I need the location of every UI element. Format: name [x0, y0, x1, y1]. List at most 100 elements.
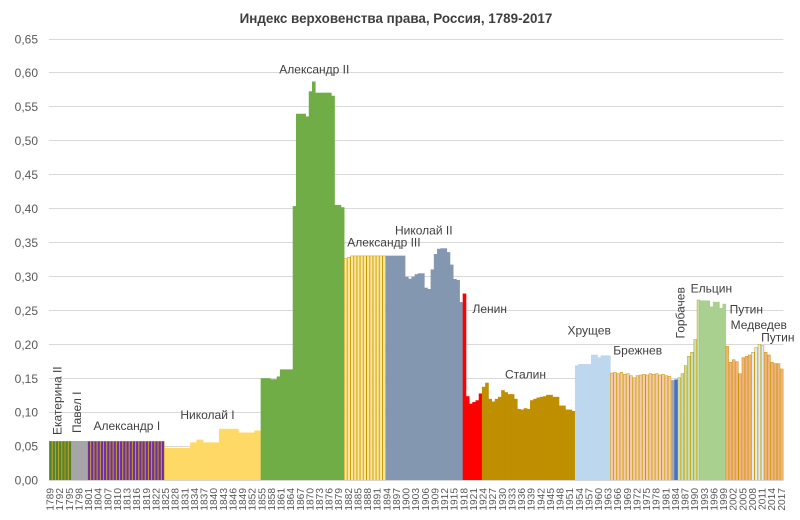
svg-text:Хрущев: Хрущев	[568, 323, 611, 337]
svg-text:1945: 1945	[546, 488, 557, 511]
svg-text:1789: 1789	[46, 488, 57, 511]
svg-text:1951: 1951	[565, 488, 576, 511]
svg-text:1903: 1903	[411, 488, 422, 511]
svg-text:1915: 1915	[450, 488, 461, 511]
svg-text:0,20: 0,20	[15, 338, 39, 352]
svg-text:1816: 1816	[132, 488, 143, 511]
svg-text:Путин: Путин	[730, 303, 763, 317]
svg-text:Павел I: Павел I	[70, 392, 84, 433]
svg-text:0,05: 0,05	[15, 440, 39, 454]
svg-text:Александр II: Александр II	[279, 63, 349, 77]
svg-text:1870: 1870	[305, 488, 316, 511]
svg-text:1882: 1882	[344, 488, 355, 511]
svg-text:1891: 1891	[373, 488, 384, 511]
svg-text:1831: 1831	[180, 488, 191, 511]
svg-text:1999: 1999	[719, 488, 730, 511]
svg-text:1810: 1810	[113, 488, 124, 511]
svg-text:2014: 2014	[767, 488, 778, 511]
svg-text:Сталин: Сталин	[505, 368, 546, 382]
svg-text:1927: 1927	[488, 488, 499, 511]
svg-text:1873: 1873	[315, 488, 326, 511]
svg-text:1978: 1978	[652, 488, 663, 511]
svg-text:Екатерина II: Екатерина II	[50, 366, 64, 435]
svg-text:0,45: 0,45	[15, 168, 39, 182]
svg-text:1936: 1936	[517, 488, 528, 511]
svg-text:1975: 1975	[642, 488, 653, 511]
svg-text:Николай II: Николай II	[395, 224, 453, 238]
svg-text:Брежнев: Брежнев	[613, 343, 662, 357]
svg-text:1861: 1861	[277, 488, 288, 511]
svg-text:1849: 1849	[238, 488, 249, 511]
svg-text:1990: 1990	[690, 488, 701, 511]
svg-text:1801: 1801	[84, 488, 95, 511]
svg-text:Медведев: Медведев	[731, 318, 787, 332]
svg-text:0,65: 0,65	[15, 32, 39, 46]
svg-text:1864: 1864	[286, 488, 297, 511]
svg-text:1987: 1987	[681, 488, 692, 511]
svg-text:0,35: 0,35	[15, 236, 39, 250]
svg-text:Индекс верховенства права, Рос: Индекс верховенства права, Россия, 1789-…	[240, 11, 553, 26]
svg-text:0,55: 0,55	[15, 100, 39, 114]
svg-text:0,10: 0,10	[15, 406, 39, 420]
svg-text:1942: 1942	[536, 488, 547, 511]
svg-text:1804: 1804	[94, 488, 105, 511]
svg-text:1885: 1885	[353, 488, 364, 511]
svg-text:Александр I: Александр I	[93, 419, 160, 433]
svg-text:1963: 1963	[604, 488, 615, 511]
svg-text:1969: 1969	[623, 488, 634, 511]
svg-text:1897: 1897	[392, 488, 403, 511]
svg-text:2017: 2017	[777, 488, 788, 511]
svg-text:1954: 1954	[575, 488, 586, 511]
svg-text:2005: 2005	[738, 488, 749, 511]
svg-text:2002: 2002	[729, 488, 740, 511]
svg-text:1867: 1867	[296, 488, 307, 511]
svg-text:0,30: 0,30	[15, 270, 39, 284]
svg-text:1852: 1852	[248, 488, 259, 511]
svg-text:1792: 1792	[55, 488, 66, 511]
svg-text:Ленин: Ленин	[472, 302, 507, 316]
svg-text:1906: 1906	[421, 488, 432, 511]
svg-text:1837: 1837	[200, 488, 211, 511]
svg-text:Николай I: Николай I	[180, 408, 234, 422]
svg-text:1822: 1822	[151, 488, 162, 511]
svg-text:1972: 1972	[632, 488, 643, 511]
svg-text:1894: 1894	[382, 488, 393, 511]
svg-text:1876: 1876	[325, 488, 336, 511]
svg-text:1948: 1948	[556, 488, 567, 511]
svg-text:1918: 1918	[459, 488, 470, 511]
svg-text:1981: 1981	[661, 488, 672, 511]
svg-text:1798: 1798	[74, 488, 85, 511]
svg-text:1795: 1795	[65, 488, 76, 511]
svg-text:1930: 1930	[498, 488, 509, 511]
svg-text:1888: 1888	[363, 488, 374, 511]
svg-text:1984: 1984	[671, 488, 682, 511]
svg-text:1924: 1924	[479, 488, 490, 511]
svg-text:1828: 1828	[171, 488, 182, 511]
svg-text:1879: 1879	[334, 488, 345, 511]
svg-text:1840: 1840	[209, 488, 220, 511]
svg-text:1825: 1825	[161, 488, 172, 511]
svg-text:1957: 1957	[584, 488, 595, 511]
svg-text:0,25: 0,25	[15, 304, 39, 318]
svg-text:0,00: 0,00	[15, 474, 39, 488]
svg-text:0,15: 0,15	[15, 372, 39, 386]
svg-text:1843: 1843	[219, 488, 230, 511]
svg-text:1912: 1912	[440, 488, 451, 511]
svg-text:1993: 1993	[700, 488, 711, 511]
svg-text:Александр III: Александр III	[347, 236, 420, 250]
svg-text:0,60: 0,60	[15, 66, 39, 80]
svg-text:Горбачев: Горбачев	[673, 287, 687, 338]
svg-text:1960: 1960	[594, 488, 605, 511]
svg-text:1900: 1900	[402, 488, 413, 511]
svg-text:1996: 1996	[709, 488, 720, 511]
svg-text:1939: 1939	[527, 488, 538, 511]
svg-text:0,40: 0,40	[15, 202, 39, 216]
svg-text:1819: 1819	[142, 488, 153, 511]
svg-text:1813: 1813	[123, 488, 134, 511]
svg-text:Путин: Путин	[761, 331, 794, 345]
svg-text:Ельцин: Ельцин	[691, 282, 732, 296]
svg-text:1933: 1933	[507, 488, 518, 511]
svg-text:0,50: 0,50	[15, 134, 39, 148]
svg-text:2008: 2008	[748, 488, 759, 511]
svg-text:1921: 1921	[469, 488, 480, 511]
